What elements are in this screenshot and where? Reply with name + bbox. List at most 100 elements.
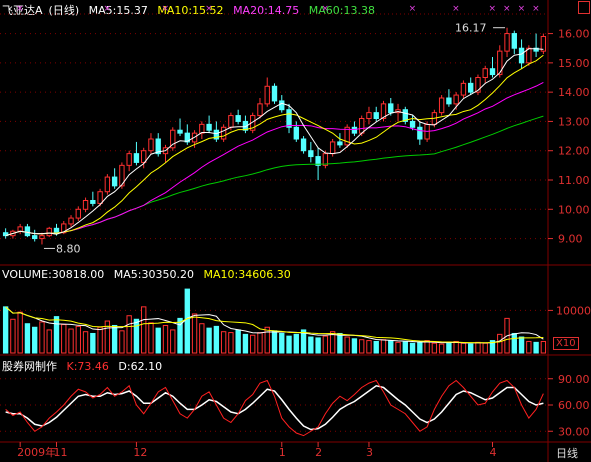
volume-bar [409,342,416,354]
candle-body [82,200,89,210]
ma5-label: MA5:15.37 [88,4,148,17]
candle-body [97,191,103,204]
period-button[interactable]: 日线 [556,447,578,460]
candle-body [279,100,285,111]
candle-body [504,33,510,52]
volume-bar [279,332,285,354]
volume-bar [329,331,336,354]
candle-body [155,138,161,155]
volume-bar [540,340,547,354]
price-tick-label: 11.00 [558,174,590,187]
volume-bar [315,337,321,354]
d-label: D:62.10 [118,360,163,373]
candle-body [453,94,459,105]
candle-body [271,85,278,102]
candle-body [264,85,270,105]
vol-ma10-line [5,306,544,344]
ma20-label: MA20:14.75 [233,4,300,17]
candle-body [344,126,350,146]
signal-marker: × [452,4,460,14]
candle-body [68,217,74,225]
x-tick-label: 4 [490,446,497,459]
candle-body [286,109,292,128]
volume-bar [199,323,205,354]
candle-body [380,103,387,119]
candle-body [199,123,205,134]
signal-marker: × [532,4,540,14]
candle-body [329,141,336,155]
candle-body [540,36,547,52]
volume-bar [468,343,474,354]
volume-bar [184,288,190,354]
k-label: K:73.46 [66,360,109,373]
candle-body [322,153,329,166]
volume-bar [475,341,481,354]
volume-bar [53,316,60,354]
candle-body [337,141,343,146]
volume-tick-label: 10000 [556,304,591,317]
price-tick-label: 10.00 [558,203,590,216]
x-tick-label: 2009年 [17,445,56,459]
price-tick-label: 12.00 [558,145,590,158]
volume-bar [220,331,227,354]
volume-bar [431,342,438,354]
volume-bar [533,341,539,354]
candle-body [351,126,358,134]
volume-bar [24,323,31,354]
d-line [5,384,544,431]
restore-button[interactable] [578,1,590,14]
volume-bar [213,325,220,354]
candle-body [257,103,263,117]
volume-bar [250,334,256,354]
ma10-label: MA10:15.52 [157,4,224,17]
candle-body [111,176,118,187]
candle-body [409,120,416,128]
volume-bar [359,339,365,354]
volume-bar [206,327,212,354]
candle-body [220,126,227,140]
volume-bar [257,332,263,354]
signal-marker: × [518,4,526,14]
volume-bar [264,326,270,354]
volume-bar [293,333,299,354]
candle-body [475,77,481,93]
ma5-line [5,48,544,237]
high-annotation: 16.17 [455,22,487,35]
kd-tick-label: 90.00 [558,373,590,386]
volume-bar [2,306,9,354]
kd-title: 股券网制作 [2,360,57,373]
candle-body [300,138,307,152]
volume-bar [242,333,249,354]
signal-marker: × [16,4,24,14]
volume-bar [388,340,394,354]
ma10-line [5,54,544,237]
volume-bar [337,332,343,354]
candle-body [388,103,394,114]
kd-tick-label: 30.00 [558,425,590,438]
volume-bar [322,335,329,354]
kd-header: 股券网制作 K:73.46 D:62.10 [2,358,168,374]
low-annotation: 8.80 [56,242,81,255]
candle-body [119,164,125,187]
volume-bar [417,341,423,354]
candle-body [497,50,503,76]
volume-bar [46,329,52,354]
volume-bar [395,341,401,354]
signal-marker: × [409,4,417,14]
x-tick-label: 3 [366,446,373,459]
volume-bar [228,332,234,354]
candle-body [518,47,525,64]
candle-body [126,153,132,166]
volume-bar [286,335,292,354]
candle-body [46,227,52,237]
volume-header: VOLUME:30818.00 MA5:30350.20 MA10:34606.… [2,268,297,281]
volume-bar [68,328,74,354]
volume-bar [366,340,372,354]
volume-bar [82,331,89,354]
ma60-label: MA60:13.38 [308,4,375,17]
candle-body [17,226,23,232]
volume-bar [453,340,459,354]
volume-bar [133,318,140,354]
volume-bar [373,340,379,354]
